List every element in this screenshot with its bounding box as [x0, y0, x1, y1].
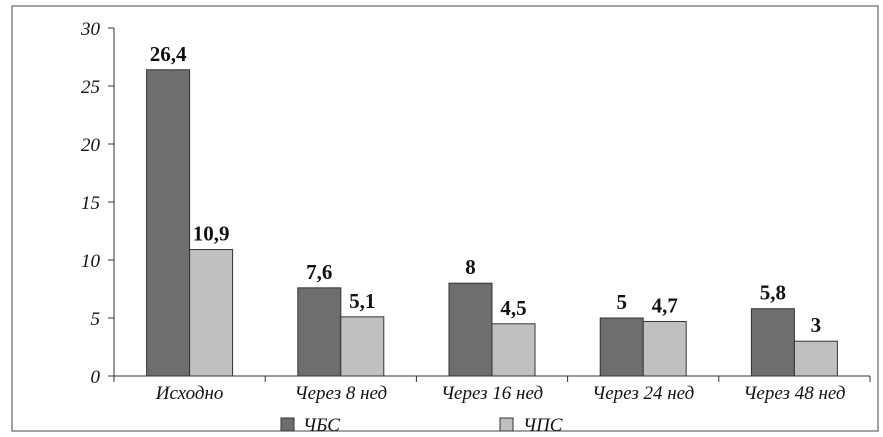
- data-label: 26,4: [150, 42, 187, 66]
- legend-swatch: [499, 417, 514, 432]
- x-category-label: Через 8 нед: [294, 383, 387, 404]
- data-label: 3: [811, 313, 822, 337]
- legend: ЧБС ЧПС: [280, 415, 563, 436]
- y-tick-label: 10: [81, 251, 101, 272]
- x-category-label: Через 16 нед: [441, 383, 543, 404]
- x-category-label: Через 24 нед: [592, 383, 694, 404]
- data-label: 5,8: [760, 281, 786, 305]
- bar-chps: [189, 249, 234, 377]
- bar-chbs: [599, 317, 644, 377]
- data-labels: 26,4 10,9 7,6 5,1 8 4,5 5 4,7 5,8 3: [150, 42, 821, 337]
- x-category-label: Исходно: [155, 383, 224, 404]
- data-label: 10,9: [193, 222, 230, 246]
- bar-chps: [793, 340, 838, 377]
- axes: 0 5 10 15 20 25 30 Исходно Через 8 нед Через 16 н…: [80, 19, 871, 404]
- data-label: 4,5: [500, 296, 526, 320]
- bar-chps: [642, 320, 687, 377]
- bar-chbs: [448, 282, 493, 377]
- y-tick-label: 30: [80, 19, 101, 40]
- data-label: 5,1: [349, 289, 375, 313]
- y-tick-label: 5: [91, 309, 101, 330]
- bar-chbs: [750, 308, 795, 377]
- y-tick-label: 20: [81, 135, 101, 156]
- data-label: 7,6: [306, 260, 332, 284]
- legend-swatch: [280, 417, 295, 432]
- bar-chbs: [297, 287, 342, 377]
- x-category-label: Через 48 нед: [743, 383, 845, 404]
- bars: [146, 69, 838, 377]
- legend-label: ЧПС: [523, 415, 563, 436]
- y-tick-label: 25: [81, 77, 100, 98]
- data-label: 8: [465, 255, 476, 279]
- bar-chps: [340, 316, 385, 377]
- y-tick-label: 0: [91, 367, 101, 388]
- legend-label: ЧБС: [303, 415, 340, 436]
- bar-chps: [491, 323, 536, 377]
- bar-chbs: [146, 69, 191, 377]
- chart-frame: [11, 5, 879, 432]
- y-tick-label: 15: [81, 193, 100, 214]
- data-label: 4,7: [652, 293, 678, 317]
- data-label: 5: [616, 290, 627, 314]
